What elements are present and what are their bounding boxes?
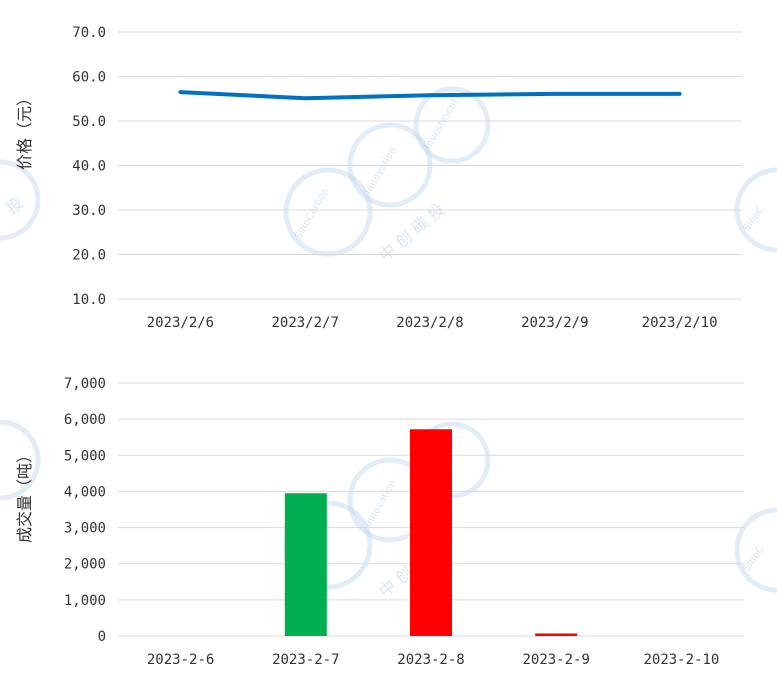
x-tick-label: 2023-2-10: [643, 652, 719, 668]
watermark-edge: 投 SinoC SinoC: [0, 159, 777, 593]
y-tick-label: 3,000: [64, 521, 106, 537]
watermark-edge-en: SinoC: [741, 204, 766, 234]
price-series-line: [178, 90, 682, 101]
y-tick-label: 40.0: [72, 159, 106, 175]
watermark-edge-cn: 投: [2, 193, 26, 218]
volume-y-axis-label: 成交量（吨）: [15, 447, 34, 543]
bar: [284, 493, 327, 636]
y-tick-label: 70.0: [72, 25, 106, 41]
x-tick-label: 2023-2-9: [522, 652, 589, 668]
y-tick-label: 50.0: [72, 114, 106, 130]
x-tick-label: 2023/2/7: [271, 315, 338, 331]
x-tick-label: 2023/2/9: [521, 315, 588, 331]
y-tick-label: 2,000: [64, 557, 106, 573]
y-tick-label: 6,000: [64, 412, 106, 428]
price-line-chart: 10.020.030.040.050.060.070.0 2023/2/6 202…: [15, 25, 742, 331]
price-x-ticks: 2023/2/6 2023/2/7 2023/2/8 2023/2/9 2023/2/1…: [147, 315, 718, 331]
price-y-ticks: 10.0 20.0 30.0 40.0 50.0 60.0 70.0: [72, 25, 106, 308]
x-tick-label: 2023/2/10: [642, 315, 718, 331]
watermark-en-3: Investment: [423, 97, 461, 152]
y-tick-label: 30.0: [72, 203, 106, 219]
y-tick-label: 7,000: [64, 376, 106, 392]
y-tick-label: 60.0: [72, 70, 106, 86]
x-tick-label: 2023/2/8: [396, 315, 463, 331]
y-tick-label: 20.0: [72, 248, 106, 264]
y-tick-label: 4,000: [64, 484, 106, 500]
y-tick-label: 5,000: [64, 448, 106, 464]
price-gridlines: [118, 31, 742, 300]
x-tick-label: 2023-2-7: [272, 652, 339, 668]
watermark-edge-en: SinoC: [741, 544, 766, 574]
volume-x-ticks: 2023-2-6 2023-2-7 2023-2-8 2023-2-9 2023-2-1…: [147, 652, 719, 668]
watermark-en-2: Innovation: [363, 478, 399, 529]
price-y-axis-label: 价格（元）: [15, 90, 34, 170]
watermark-en-2: Innovation: [363, 145, 399, 196]
y-tick-label: 1,000: [64, 593, 106, 609]
bar: [535, 633, 578, 636]
watermark-cn: 中 创 碳 投: [375, 200, 448, 266]
watermark-en-1: SinoCarbon: [293, 186, 331, 241]
volume-y-ticks: 0 1,000 2,000 3,000 4,000 5,000 6,000 7,000: [64, 376, 106, 645]
bar: [410, 429, 452, 636]
x-tick-label: 2023-2-6: [147, 652, 214, 668]
volume-bar-chart: 0 1,000 2,000 3,000 4,000 5,000 6,000 7,000 202…: [15, 376, 744, 668]
y-tick-label: 10.0: [72, 292, 106, 308]
watermark-logo-top: SinoCarbon Innovation Investment 中 创 碳 投: [283, 86, 491, 266]
y-tick-label: 0: [98, 629, 106, 645]
volume-bars: [284, 429, 578, 636]
x-tick-label: 2023-2-8: [397, 652, 464, 668]
x-tick-label: 2023/2/6: [147, 315, 214, 331]
